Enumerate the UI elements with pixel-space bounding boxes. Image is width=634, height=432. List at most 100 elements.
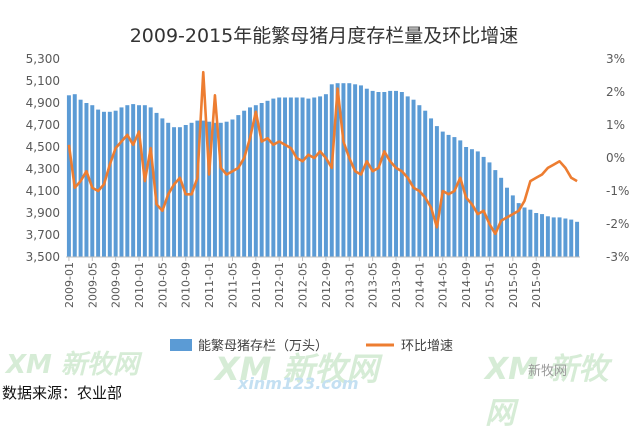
bar: [575, 221, 580, 257]
bar: [125, 105, 130, 257]
bar: [265, 100, 270, 257]
legend-bar-swatch: [170, 339, 192, 351]
legend-bar-label: 能繁母猪存栏（万头）: [198, 338, 328, 354]
x-tick-label: 2013-05: [367, 262, 380, 308]
bar: [107, 111, 112, 257]
bar: [212, 122, 217, 257]
watermark-center-url: xinm123.com: [238, 374, 359, 393]
bar: [230, 119, 235, 257]
x-tick-label: 2009-09: [110, 262, 123, 308]
bar: [540, 214, 545, 257]
legend-line-label: 环比增速: [401, 339, 453, 354]
x-tick-label: 2014-09: [460, 262, 473, 308]
y-left-tick-label: 3,700: [26, 228, 60, 242]
bar: [370, 90, 375, 258]
x-tick-label: 2013-01: [343, 262, 356, 308]
y-left-tick-label: 4,900: [26, 96, 60, 110]
bar: [399, 92, 404, 257]
bar: [499, 177, 504, 257]
bar: [248, 107, 252, 258]
bar: [329, 84, 334, 257]
bar: [119, 107, 124, 258]
bar: [434, 126, 439, 257]
bar: [475, 151, 480, 257]
bar: [545, 216, 550, 257]
bar: [189, 122, 194, 257]
x-tick-label: 2013-09: [390, 262, 403, 308]
bar: [452, 137, 457, 257]
y-right-tick-label: -2%: [606, 217, 629, 231]
bar: [563, 218, 568, 257]
y-left-tick-label: 3,900: [26, 206, 60, 220]
bar: [458, 140, 463, 257]
line-path: [67, 70, 578, 236]
bar: [137, 105, 141, 257]
bar: [423, 110, 428, 257]
y-left-tick-label: 3,500: [26, 250, 60, 264]
x-tick-label: 2012-01: [273, 262, 286, 308]
bar: [341, 83, 346, 257]
bar: [177, 127, 182, 257]
bar: [96, 109, 101, 257]
bar: [72, 94, 77, 257]
bar: [148, 107, 153, 258]
x-tick-label: 2015-09: [530, 262, 543, 308]
y-right-tick-label: -3%: [606, 250, 629, 264]
bar: [551, 217, 556, 257]
bar: [154, 112, 159, 258]
bar: [376, 92, 381, 257]
bar: [388, 90, 393, 258]
bar: [201, 120, 206, 257]
bar: [528, 209, 533, 257]
bar: [306, 98, 311, 257]
y-right-tick-label: 2%: [606, 85, 625, 99]
y-right-tick-label: 0%: [606, 151, 625, 165]
bar: [364, 88, 369, 257]
bar: [505, 187, 509, 257]
bar: [534, 213, 539, 257]
bar: [522, 207, 527, 257]
bar: [259, 103, 264, 257]
bar: [283, 97, 288, 257]
bar: [236, 115, 241, 257]
bar: [271, 98, 276, 257]
bar: [78, 99, 83, 257]
x-tick-label: 2011-05: [226, 262, 239, 308]
bar: [557, 217, 562, 257]
bar: [382, 92, 387, 257]
y-left-tick-label: 4,300: [26, 162, 60, 176]
bar: [224, 121, 229, 257]
bar: [218, 122, 223, 257]
bar: [195, 120, 200, 257]
bar: [569, 219, 574, 257]
x-tick-label: 2010-09: [180, 262, 193, 308]
bar: [516, 203, 521, 257]
bar: [242, 110, 247, 257]
x-tick-label: 2011-09: [250, 262, 263, 308]
bar: [464, 147, 469, 257]
watermark-left: XM 新牧网: [6, 350, 139, 380]
bar: [481, 156, 486, 257]
axes: 3,500 3,700 3,900 4,100 4,300 4,500 4,700 4,900…: [26, 52, 630, 308]
bar: [166, 122, 171, 257]
x-tick-label: 2015-01: [483, 262, 496, 308]
bar: [347, 83, 352, 257]
bar: [207, 121, 212, 257]
bar: [160, 118, 165, 258]
y-left-tick-label: 4,700: [26, 118, 60, 132]
bar: [510, 195, 515, 257]
legend: 能繁母猪存栏（万头） 环比增速: [170, 338, 453, 354]
y-left-tick-label: 5,100: [26, 74, 60, 88]
bar: [411, 99, 416, 257]
bar: [312, 97, 317, 257]
line-series: [67, 70, 578, 236]
x-tick-label: 2011-01: [203, 262, 216, 308]
bar: [172, 127, 177, 257]
bar: [487, 162, 492, 257]
watermark-right-small: 新牧网: [528, 364, 568, 379]
chart-container: XM 新牧网 XM 新牧网 xinm123.com XM 新牧网 新牧网 200…: [2, 25, 630, 431]
bar: [417, 105, 422, 257]
chart-title: 2009-2015年能繁母猪月度存栏量及环比增速: [130, 25, 519, 47]
bar: [446, 134, 451, 257]
bar: [493, 170, 498, 257]
